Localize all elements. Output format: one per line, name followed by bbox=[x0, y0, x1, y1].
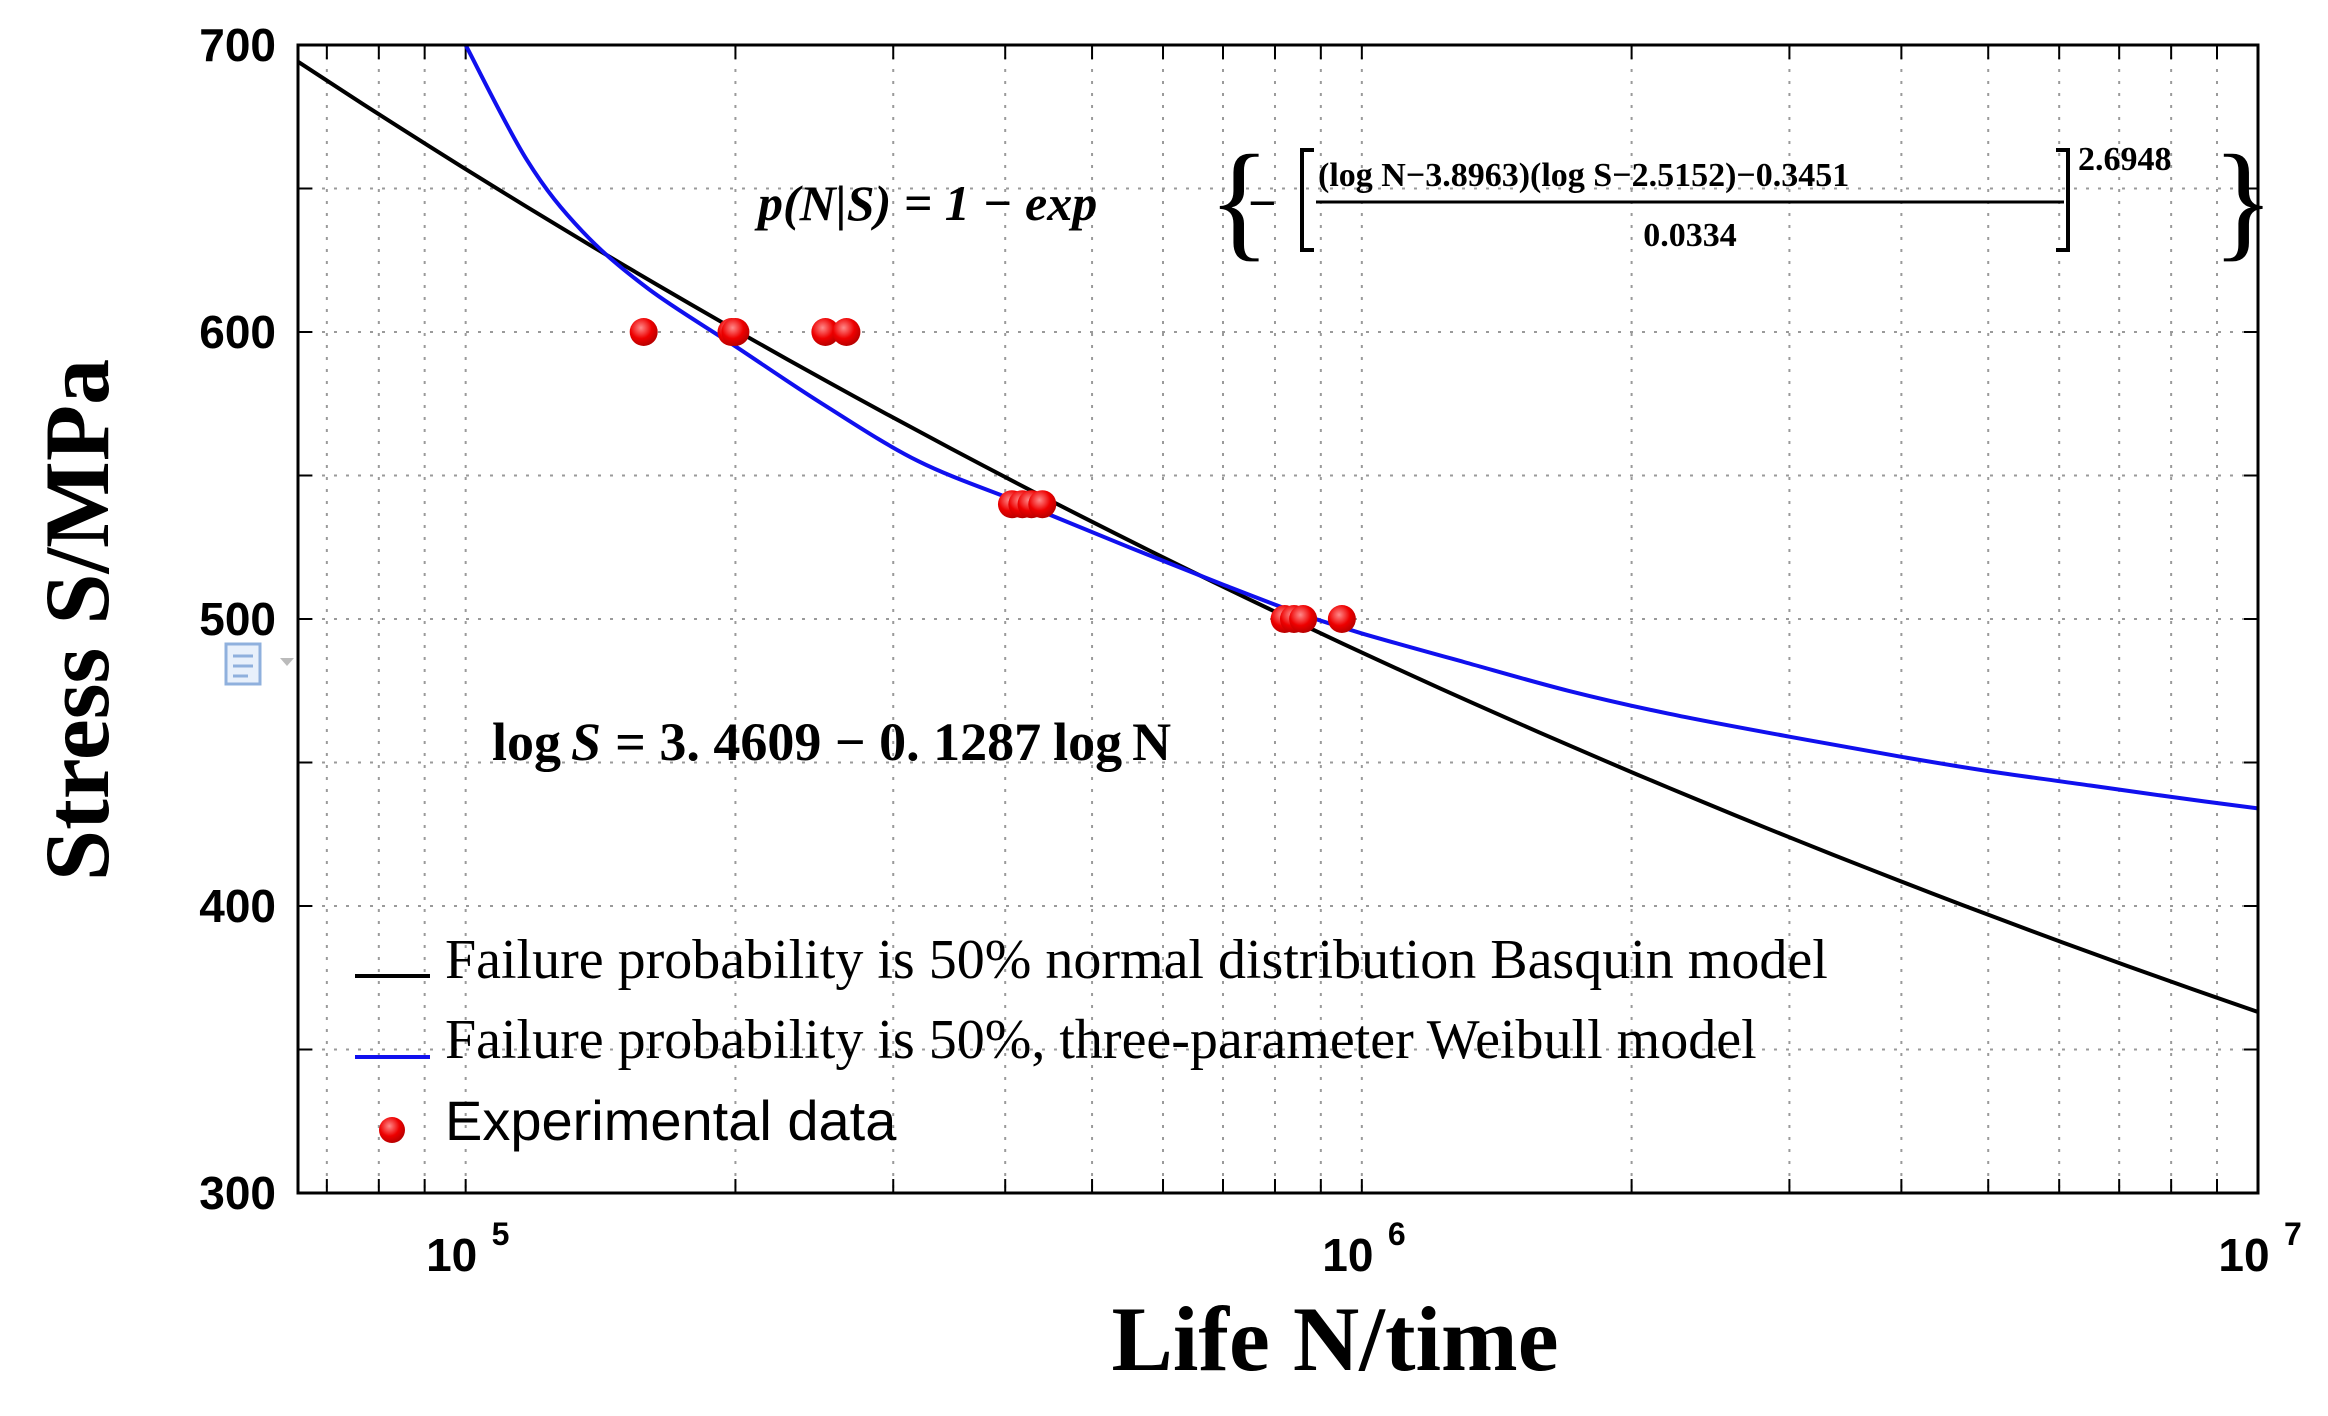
y-tick-label: 700 bbox=[199, 19, 276, 71]
x-axis-ticks: 10 5 10 6 10 7 bbox=[426, 1216, 2302, 1281]
x-tick-label: 10 bbox=[1322, 1229, 1373, 1281]
y-tick-label: 500 bbox=[199, 593, 276, 645]
x-axis-label: Life N/time bbox=[1111, 1288, 1558, 1390]
basquin-lhs-s: S bbox=[571, 712, 601, 772]
basquin-model-line bbox=[298, 60, 2258, 1014]
legend-label-experimental: Experimental data bbox=[445, 1089, 897, 1152]
legend-item-basquin: Failure probability is 50% normal distri… bbox=[355, 929, 1828, 991]
data-point bbox=[1327, 605, 1356, 633]
basquin-equation-text: log S = 3. 4609 − 0. 1287 log N bbox=[492, 712, 1171, 772]
weibull-numerator: (log N−3.8963)(log S−2.5152)−0.3451 bbox=[1318, 157, 1849, 194]
legend-label-weibull: Failure probability is 50%, three-parame… bbox=[445, 1009, 1757, 1071]
weibull-equation-lhs: p(N|S) = 1 − exp bbox=[754, 175, 1097, 231]
basquin-lhs-log: log bbox=[492, 712, 561, 772]
weibull-equation: p(N|S) = 1 − exp { − (log N−3.8963)(log … bbox=[754, 129, 2274, 273]
legend-swatch-experimental bbox=[379, 1117, 405, 1143]
x-tick-exponent: 5 bbox=[492, 1216, 510, 1252]
weibull-exponent: 2.6948 bbox=[2078, 141, 2172, 178]
y-axis-ticks: 700 600 500 400 300 bbox=[199, 19, 276, 1219]
weibull-minus: − bbox=[1248, 175, 1277, 231]
x-tick-label: 10 bbox=[426, 1229, 477, 1281]
basquin-rhs: = 3. 4609 − 0. 1287 bbox=[615, 712, 1041, 772]
data-point bbox=[629, 318, 658, 346]
x-tick-exponent: 7 bbox=[2284, 1216, 2302, 1252]
data-point bbox=[1289, 605, 1318, 633]
y-tick-label: 300 bbox=[199, 1167, 276, 1219]
basquin-rhs-log: log bbox=[1053, 712, 1122, 772]
data-point bbox=[1028, 490, 1057, 519]
data-point bbox=[832, 318, 861, 346]
left-brace: { bbox=[1208, 129, 1270, 273]
y-tick-label: 400 bbox=[199, 880, 276, 932]
x-tick-exponent: 6 bbox=[1388, 1216, 1406, 1252]
y-tick-label: 600 bbox=[199, 306, 276, 358]
experimental-data-points bbox=[629, 318, 1356, 633]
data-point bbox=[811, 318, 840, 346]
x-tick-label: 10 bbox=[2218, 1229, 2269, 1281]
legend-item-experimental: Experimental data bbox=[379, 1089, 897, 1152]
basquin-rhs-n: N bbox=[1132, 712, 1171, 772]
plot-frame bbox=[296, 43, 2260, 1195]
legend-label-basquin: Failure probability is 50% normal distri… bbox=[445, 929, 1828, 991]
y-axis-label: Stress S/MPa bbox=[26, 359, 128, 881]
legend-item-weibull: Failure probability is 50%, three-parame… bbox=[355, 1009, 1757, 1071]
right-brace: } bbox=[2212, 129, 2274, 273]
document-icon bbox=[224, 642, 294, 686]
data-point bbox=[721, 318, 750, 346]
legend: Failure probability is 50% normal distri… bbox=[355, 929, 1828, 1152]
weibull-denominator: 0.0334 bbox=[1643, 217, 1737, 254]
basquin-equation: log S = 3. 4609 − 0. 1287 log N bbox=[492, 712, 1171, 772]
